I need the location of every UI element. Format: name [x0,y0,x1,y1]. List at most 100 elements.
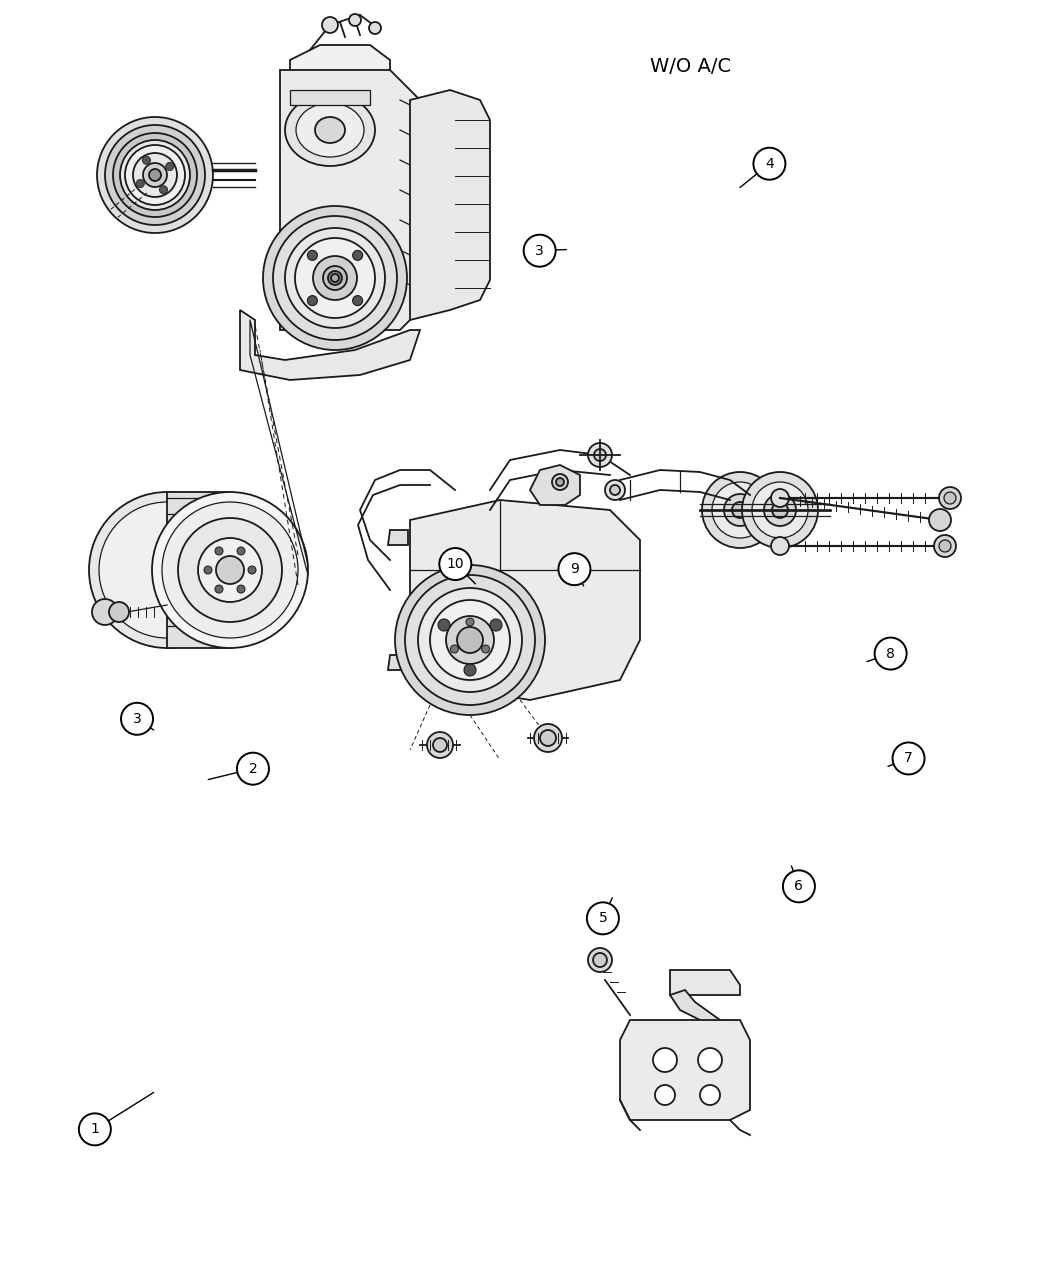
Circle shape [178,518,282,622]
Text: 6: 6 [795,880,803,893]
Polygon shape [388,530,408,545]
Circle shape [331,274,339,281]
Circle shape [149,169,161,182]
Circle shape [237,585,245,593]
Circle shape [109,602,129,622]
Circle shape [944,492,956,504]
Circle shape [97,116,213,233]
Ellipse shape [315,116,345,143]
Circle shape [934,535,956,556]
Circle shape [136,179,144,188]
Text: 1: 1 [91,1123,99,1136]
Circle shape [783,870,815,903]
Polygon shape [670,990,720,1024]
Polygon shape [530,466,580,505]
Circle shape [587,902,619,935]
Circle shape [198,538,262,602]
Circle shape [143,162,167,187]
Circle shape [285,228,385,327]
Circle shape [713,482,768,538]
Text: 7: 7 [904,752,913,765]
Polygon shape [290,45,390,81]
Circle shape [328,271,341,285]
Polygon shape [670,969,740,995]
Circle shape [655,1085,675,1105]
Circle shape [524,234,555,267]
Circle shape [395,565,545,715]
Circle shape [594,449,606,460]
Circle shape [593,953,607,967]
Text: 3: 3 [133,712,141,725]
Circle shape [770,537,789,555]
Circle shape [557,478,564,486]
Circle shape [430,600,510,680]
Circle shape [120,139,190,210]
Circle shape [133,153,177,197]
Polygon shape [620,1019,750,1120]
Polygon shape [280,70,419,330]
Circle shape [754,147,785,180]
Circle shape [142,156,151,164]
Text: 2: 2 [249,762,257,775]
Polygon shape [410,90,490,320]
Polygon shape [167,492,230,648]
Text: 5: 5 [599,912,607,925]
Ellipse shape [296,104,364,157]
Circle shape [79,1113,111,1146]
Circle shape [308,251,317,261]
Circle shape [588,443,612,467]
Text: 9: 9 [570,563,579,576]
Circle shape [653,1048,677,1072]
Circle shape [113,133,197,217]
Circle shape [482,645,490,654]
Circle shape [610,485,620,495]
Circle shape [559,553,590,586]
Circle shape [92,599,118,625]
Circle shape [204,567,212,574]
Circle shape [588,948,612,972]
Circle shape [215,547,223,555]
Circle shape [427,732,453,758]
Circle shape [165,162,174,170]
Circle shape [534,724,562,752]
Circle shape [121,702,153,735]
Circle shape [605,480,625,500]
Circle shape [698,1048,722,1072]
Text: W/O A/C: W/O A/C [650,58,730,75]
Circle shape [418,588,522,692]
Circle shape [323,266,347,290]
Circle shape [457,627,483,654]
Ellipse shape [285,93,375,166]
Circle shape [295,238,375,318]
Circle shape [216,556,243,585]
Circle shape [89,492,245,648]
Circle shape [552,475,568,490]
Circle shape [323,17,338,33]
Circle shape [369,22,380,35]
Circle shape [105,125,204,225]
Circle shape [264,206,407,350]
Circle shape [125,145,186,205]
Circle shape [237,752,269,785]
Circle shape [99,501,235,638]
Circle shape [764,494,796,526]
Circle shape [159,185,168,193]
Circle shape [215,585,223,593]
Circle shape [772,501,788,518]
Text: 8: 8 [886,647,895,660]
Circle shape [700,1085,720,1105]
Circle shape [313,256,357,301]
Circle shape [770,489,789,506]
Circle shape [540,730,557,746]
Circle shape [939,487,961,509]
Circle shape [939,540,951,553]
Circle shape [353,295,363,306]
Circle shape [405,576,535,705]
Circle shape [731,501,748,518]
Text: 10: 10 [447,558,464,570]
Polygon shape [410,500,640,700]
Circle shape [353,251,363,261]
Circle shape [742,472,818,547]
Circle shape [308,295,317,306]
Circle shape [438,619,450,631]
